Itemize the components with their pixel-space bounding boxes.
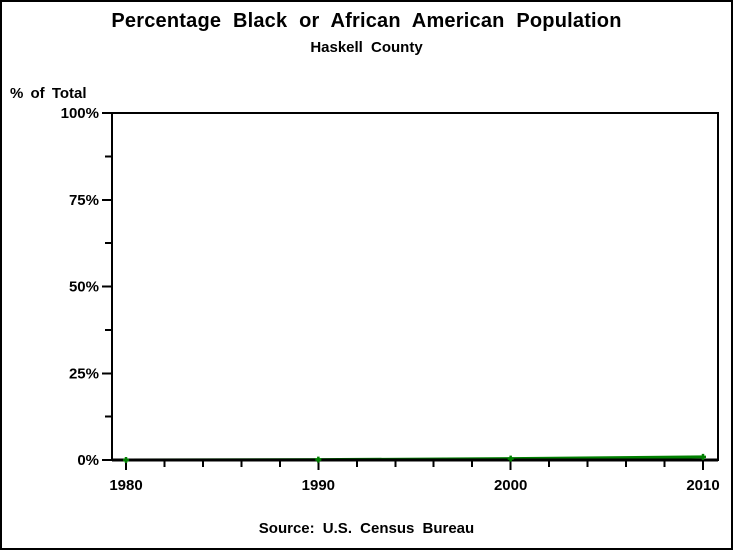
y-tick-label: 25% bbox=[69, 365, 99, 382]
source-note: Source: U.S. Census Bureau bbox=[258, 520, 475, 537]
x-tick-label: 2000 bbox=[494, 477, 527, 494]
x-tick-label: 1990 bbox=[302, 477, 335, 494]
data-point-marker bbox=[123, 457, 129, 463]
y-axis-title: % of Total bbox=[10, 85, 87, 102]
x-tick-label: 1980 bbox=[109, 477, 142, 494]
y-tick-label: 50% bbox=[69, 279, 99, 296]
y-tick-label: 75% bbox=[69, 192, 99, 209]
chart-subtitle: Haskell County bbox=[310, 39, 423, 56]
plot-frame bbox=[111, 112, 719, 461]
page-title: Percentage Black or African American Pop… bbox=[111, 10, 622, 32]
y-tick-label: 100% bbox=[61, 105, 99, 122]
data-point-marker bbox=[315, 456, 322, 463]
x-tick-label: 2010 bbox=[686, 477, 719, 494]
y-tick-label: 0% bbox=[77, 452, 99, 469]
data-point-marker bbox=[700, 453, 706, 460]
data-point-marker bbox=[507, 455, 514, 462]
